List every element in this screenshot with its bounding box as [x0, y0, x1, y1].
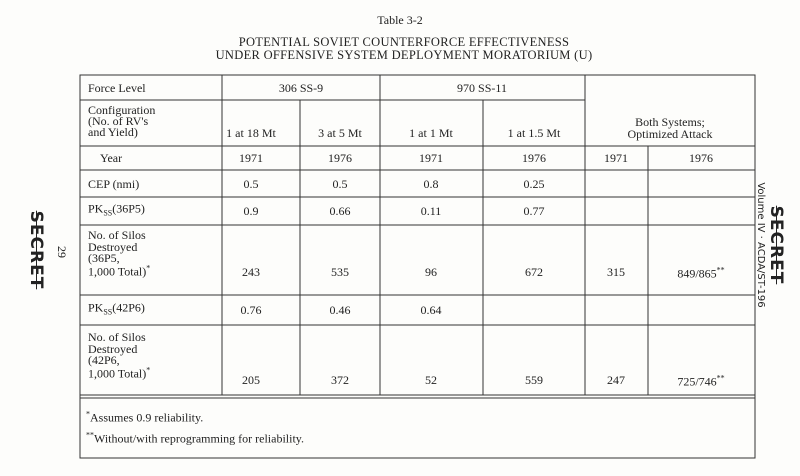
year-cell: 1976 [328, 151, 352, 165]
group-header: 306 SS-9 [278, 81, 324, 95]
table-title: POTENTIAL SOVIET COUNTERFORCE EFFECTIVEN… [238, 35, 570, 49]
footnote-text: Assumes 0.9 reliability. [90, 410, 204, 425]
row-label: Configuration [88, 103, 156, 117]
row-label: CEP (nmi) [88, 177, 140, 191]
row-label: No. of Silos [88, 330, 146, 344]
label-text: PK [88, 300, 104, 315]
security-stamp: SECRET [26, 210, 46, 290]
value-cell: 725/746** [677, 373, 725, 389]
value-cell: 247 [607, 373, 625, 387]
label-text: PK [88, 201, 104, 216]
footnote-mark: ** [716, 373, 725, 383]
row-label: PKSS(36P5) [88, 202, 145, 219]
value-cell: 96 [425, 265, 437, 279]
table-border [79, 74, 756, 459]
value-cell: 52 [425, 373, 437, 387]
footnote-text: Without/with reprogramming for reliabili… [94, 431, 305, 446]
value-cell: 0.76 [240, 303, 262, 317]
config-cell: 3 at 5 Mt [318, 126, 362, 140]
row-label: Destroyed [88, 239, 138, 254]
value-cell: 0.77 [523, 204, 545, 218]
row-label: No. of Silos [88, 228, 146, 242]
value-cell: 243 [242, 265, 260, 279]
value-cell: 0.8 [423, 177, 439, 191]
value-cell: 315 [607, 265, 625, 279]
row-label: 1,000 Total)* [88, 365, 151, 380]
value-cell: 0.9 [243, 204, 259, 218]
value-cell: 372 [331, 373, 349, 387]
value-cell: 0.64 [420, 303, 442, 317]
table-number: Table 3-2 [377, 13, 423, 27]
row-label: (36P5, [88, 251, 120, 265]
row-label: (42P6, [88, 353, 120, 367]
group-header: Optimized Attack [627, 127, 713, 141]
config-cell: 1 at 18 Mt [226, 126, 276, 140]
value-cell: 0.46 [329, 303, 351, 317]
value-cell: 535 [331, 265, 349, 279]
value-cell: 0.66 [329, 204, 351, 218]
footnote-mark: * [86, 409, 90, 419]
year-cell: 1976 [689, 151, 713, 165]
footnote-mark: * [146, 365, 151, 374]
row-label: Force Level [88, 81, 146, 95]
row-label: 1,000 Total)* [88, 263, 151, 278]
value-cell: 559 [525, 373, 543, 387]
row-label: PKSS(42P6) [88, 301, 145, 318]
document-reference: Volume IV · ACDA/ST-196 [755, 182, 766, 308]
footnote-mark: * [146, 263, 151, 272]
footnote: **Without/with reprogramming for reliabi… [86, 430, 304, 445]
value-cell: 0.11 [420, 204, 442, 218]
config-cell: 1 at 1.5 Mt [507, 126, 561, 140]
row-label: (No. of RV's [88, 114, 149, 128]
group-header: 970 SS-11 [457, 81, 507, 95]
year-cell: 1971 [239, 151, 263, 165]
label-subscript: SS [103, 208, 113, 218]
footnote-mark: ** [86, 430, 94, 440]
value-cell: 0.25 [523, 177, 545, 191]
year-cell: 1971 [604, 151, 628, 165]
row-label: Year [100, 151, 123, 165]
label-text: (42P6) [112, 300, 145, 315]
label-text: (36P5) [112, 201, 145, 216]
value-cell: 205 [242, 373, 260, 387]
label-subscript: SS [103, 307, 113, 317]
value-cell: 0.5 [332, 177, 348, 191]
footnote-mark: ** [716, 265, 725, 275]
value-cell: 849/865** [677, 265, 725, 281]
footnote: *Assumes 0.9 reliability. [86, 409, 203, 424]
table-subtitle: UNDER OFFENSIVE SYSTEM DEPLOYMENT MORATO… [215, 48, 593, 62]
page-number: 29 [55, 246, 69, 258]
group-header: Both Systems; [635, 115, 705, 129]
year-cell: 1976 [522, 151, 546, 165]
row-label: Destroyed [88, 341, 138, 356]
row-label: and Yield) [88, 125, 138, 139]
config-cell: 1 at 1 Mt [409, 126, 453, 140]
value-cell: 672 [525, 265, 543, 279]
security-stamp: SECRET [766, 205, 786, 285]
year-cell: 1971 [419, 151, 443, 165]
value-cell: 0.5 [243, 177, 259, 191]
